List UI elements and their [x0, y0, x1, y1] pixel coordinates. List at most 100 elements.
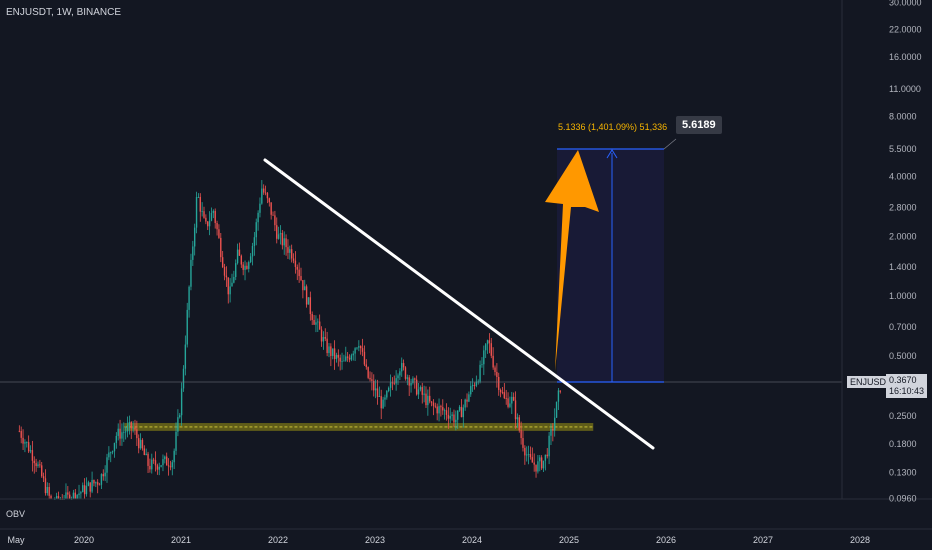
price-tick-label: 22.0000 [889, 24, 922, 34]
candle-body [451, 414, 453, 416]
candle-body [464, 399, 466, 408]
candle-body [359, 346, 362, 349]
candle-body [261, 188, 263, 204]
candle-body [182, 368, 185, 389]
candle-body [328, 346, 330, 354]
candle-body [80, 492, 82, 494]
candle-body [382, 399, 384, 409]
candle-body [76, 494, 78, 499]
candle-body [192, 246, 194, 260]
candle-body [186, 309, 188, 345]
candle-body [208, 220, 211, 227]
obv-label[interactable]: OBV [6, 509, 26, 519]
candle-body [535, 464, 537, 472]
candle-body [203, 211, 205, 218]
candle-body [29, 450, 32, 452]
candle-body [147, 453, 149, 466]
candle-body [520, 430, 522, 439]
candle-body [152, 459, 155, 461]
candle-body [300, 276, 302, 281]
candle-body [526, 454, 528, 456]
price-tick-label: 4.0000 [889, 171, 917, 181]
candle-body [374, 388, 377, 391]
price-axis[interactable]: 30.0000 22.0000 16.0000 11.0000 8.0000 5.5000… [889, 0, 922, 503]
candle-body [468, 394, 470, 402]
candle-body [307, 297, 310, 305]
candle-body [74, 492, 76, 499]
candle-body [524, 447, 526, 456]
candle-body [240, 255, 243, 265]
candle-body [365, 364, 367, 368]
candle-body [447, 414, 450, 419]
candle-body [46, 487, 49, 494]
candle-body [345, 356, 347, 361]
trendline[interactable] [263, 158, 655, 450]
candle-body [458, 406, 461, 411]
candle-body [386, 390, 388, 398]
candle-body [134, 427, 136, 430]
symbol-title: ENJUSDT, 1W, BINANCE [6, 7, 122, 18]
candle-body [130, 421, 132, 429]
candle-body [151, 459, 153, 470]
candle-body [158, 466, 160, 470]
time-tick-label: 2022 [268, 535, 288, 545]
candle-body [264, 192, 267, 194]
candle-body [65, 492, 67, 499]
candle-body [496, 371, 498, 377]
candle-body [542, 460, 545, 469]
candle-body [557, 390, 560, 402]
candle-body [165, 456, 168, 466]
candle-body [82, 485, 84, 493]
candle-body [425, 393, 427, 406]
bar-countdown: 16:10:43 [889, 386, 925, 396]
candle-body [456, 410, 459, 420]
candle-body [281, 233, 284, 246]
candle-body [201, 211, 203, 213]
candle-body [214, 210, 216, 223]
candle-body [205, 217, 207, 222]
candle-body [406, 377, 409, 379]
candle-body [83, 485, 86, 495]
candle-body [505, 398, 507, 399]
candle-body [117, 428, 119, 436]
candle-body [341, 361, 343, 362]
symbol-price-tag: ENJUSDT [847, 376, 895, 388]
candle-body [350, 355, 353, 360]
candle-body [123, 431, 125, 433]
candle-body [466, 399, 468, 402]
time-tick-label: 2021 [171, 535, 191, 545]
candle-body [332, 348, 334, 356]
candle-body [408, 377, 410, 386]
candle-body [162, 459, 164, 466]
candle-body [369, 377, 371, 380]
time-axis[interactable]: May 2020 2021 2022 2023 2024 2025 2026 2027 2028 [7, 535, 870, 545]
candle-body [397, 375, 399, 379]
candle-body [173, 450, 175, 463]
price-tick-label: 0.7000 [889, 322, 917, 332]
candle-body [354, 348, 356, 354]
candle-body [276, 225, 278, 239]
candle-body [415, 379, 418, 395]
candle-body [486, 340, 489, 345]
candle-body [253, 237, 256, 247]
candle-body [302, 280, 304, 291]
candle-body [479, 364, 481, 382]
candle-body [544, 454, 547, 461]
candle-body [417, 389, 420, 395]
time-tick-label: 2025 [559, 535, 579, 545]
candle-body [387, 387, 390, 391]
candle-body [399, 371, 401, 376]
candle-body [218, 229, 220, 238]
candle-body [442, 407, 444, 411]
candle-body [251, 246, 254, 257]
target-price-callout: 5.6189 [676, 116, 722, 134]
candle-body [229, 286, 231, 295]
candle-body [128, 421, 131, 426]
candle-body [514, 400, 517, 420]
candle-body [509, 403, 511, 407]
candle-body [188, 286, 190, 310]
candle-body [438, 406, 440, 414]
candle-body [231, 282, 233, 287]
candle-body [339, 357, 341, 362]
